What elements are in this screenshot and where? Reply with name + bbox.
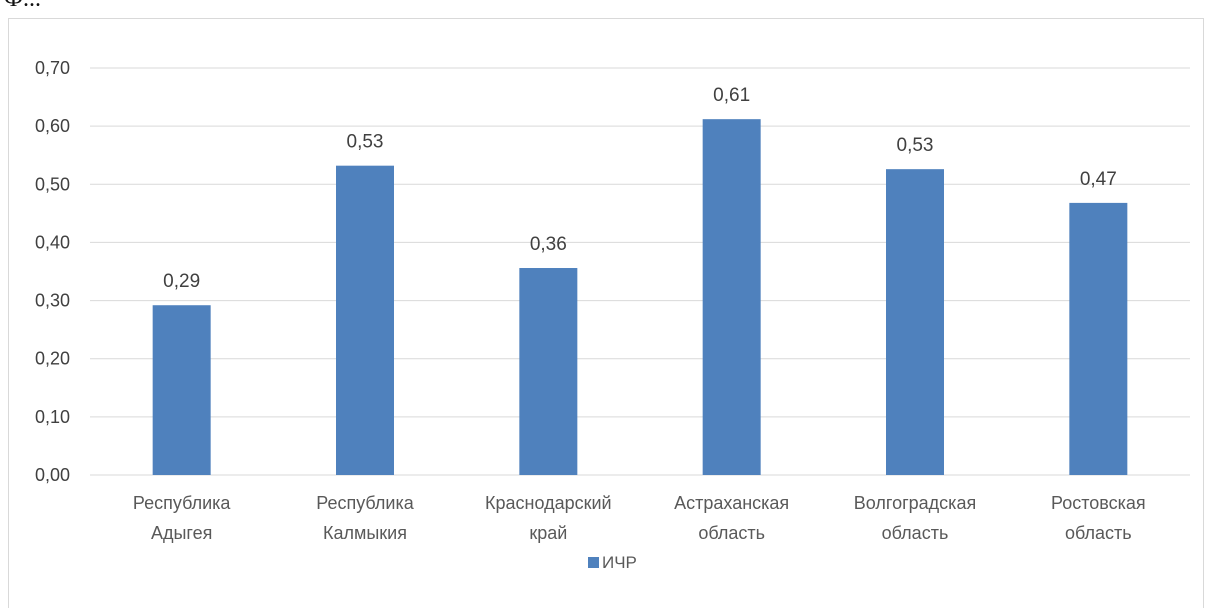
- category-label: Волгоградская: [854, 493, 976, 513]
- top-text-fragment: Ф...: [4, 0, 41, 13]
- category-label: область: [698, 523, 765, 543]
- data-label: 0,29: [163, 271, 200, 292]
- category-label: Ростовская: [1051, 493, 1146, 513]
- bar: [152, 305, 211, 475]
- category-label: область: [1065, 523, 1132, 543]
- y-tick-label: 0,50: [35, 174, 70, 194]
- category-label: Калмыкия: [323, 523, 407, 543]
- category-label: Краснодарский: [485, 493, 612, 513]
- bar: [519, 268, 578, 475]
- bar: [702, 119, 761, 475]
- bar: [886, 169, 944, 475]
- bar-chart: 0,00 0,10 0,20 0,30 0,40 0,50 0,60 0,70 0,29 Респ…: [35, 58, 1190, 572]
- legend-swatch: [588, 557, 599, 568]
- category-label: область: [882, 523, 949, 543]
- category-label: Адыгея: [151, 523, 212, 543]
- y-tick-label: 0,00: [35, 465, 70, 485]
- bar: [1069, 202, 1128, 476]
- category-label: край: [529, 523, 567, 543]
- data-label: 0,53: [347, 132, 384, 153]
- chart-frame: [8, 18, 1204, 608]
- y-tick-label: 0,60: [35, 116, 70, 136]
- y-tick-label: 0,20: [35, 349, 70, 369]
- category-label: Республика: [133, 493, 232, 513]
- y-tick-label: 0,40: [35, 232, 70, 252]
- legend-label: ИЧР: [602, 553, 637, 572]
- y-tick-label: 0,70: [35, 58, 70, 78]
- data-label: 0,47: [1080, 169, 1117, 190]
- data-label: 0,61: [713, 85, 750, 106]
- category-label: Астраханская: [674, 493, 789, 513]
- y-tick-label: 0,10: [35, 407, 70, 427]
- data-label: 0,53: [897, 135, 934, 156]
- y-tick-label: 0,30: [35, 291, 70, 311]
- category-label: Республика: [316, 493, 415, 513]
- data-label: 0,36: [530, 234, 567, 255]
- bar: [336, 165, 394, 475]
